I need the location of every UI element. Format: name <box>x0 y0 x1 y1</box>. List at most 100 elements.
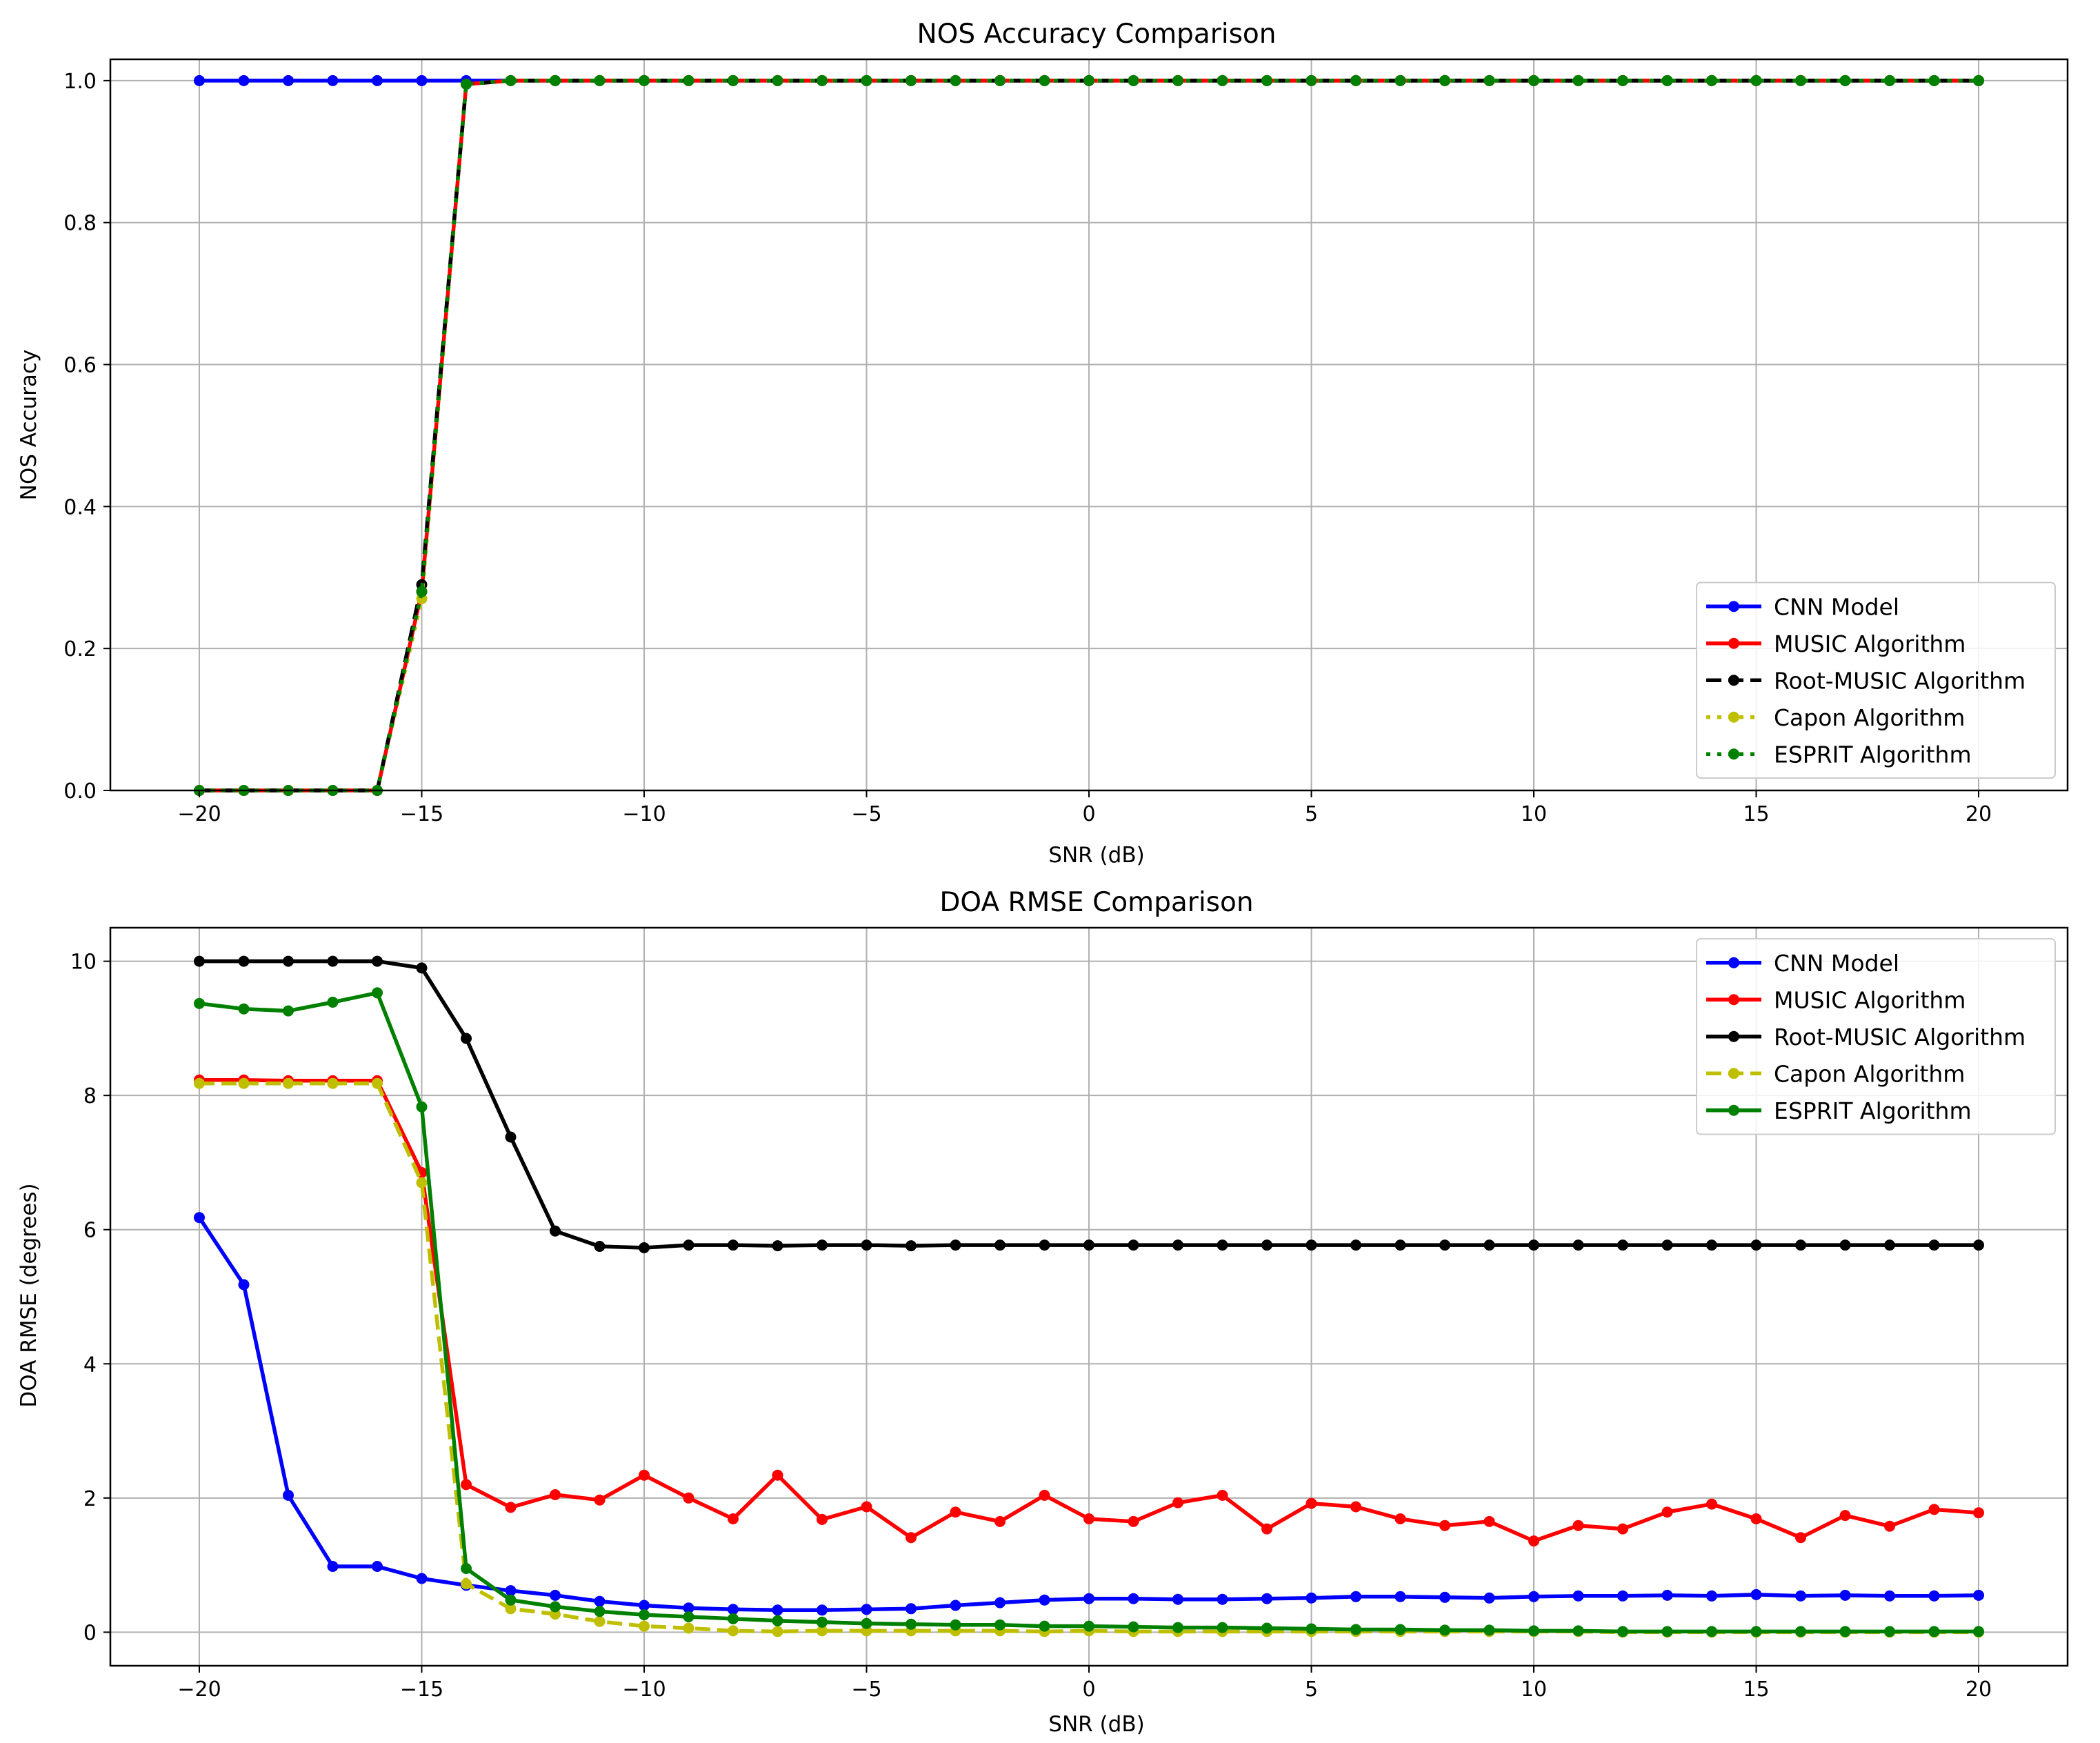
data-point <box>1661 1239 1673 1251</box>
data-point <box>817 1604 828 1616</box>
data-point <box>817 1239 828 1251</box>
data-point <box>1128 1621 1139 1633</box>
data-point <box>683 1602 694 1614</box>
data-point <box>639 1620 650 1632</box>
data-point <box>1661 74 1673 86</box>
data-point <box>1439 1239 1450 1251</box>
data-point <box>728 1625 739 1637</box>
data-point <box>327 74 339 86</box>
data-point <box>1617 1239 1628 1251</box>
data-point <box>594 1615 606 1627</box>
data-point <box>1483 74 1495 86</box>
data-point <box>1128 1515 1139 1527</box>
chart-title: DOA RMSE Comparison <box>939 887 1253 918</box>
x-tick-label: −15 <box>400 802 443 826</box>
data-point <box>1083 1593 1094 1604</box>
data-point <box>238 955 250 967</box>
data-point <box>772 1604 783 1616</box>
data-point <box>1572 1239 1584 1251</box>
data-point <box>861 1617 872 1629</box>
data-point <box>461 79 472 90</box>
data-point <box>1528 1625 1539 1637</box>
data-point <box>683 1611 694 1622</box>
data-point <box>416 962 428 974</box>
x-tick-label: 20 <box>1966 1677 1992 1702</box>
y-tick-label: 10 <box>70 950 97 975</box>
data-point <box>1973 1239 1984 1251</box>
data-point <box>594 1494 606 1506</box>
data-point <box>1483 1624 1495 1636</box>
data-point <box>238 1279 250 1291</box>
data-point <box>1261 74 1272 86</box>
data-point <box>550 1225 561 1237</box>
data-point <box>683 1492 694 1504</box>
x-tick-label: 15 <box>1743 1677 1769 1702</box>
legend-label: CNN Model <box>1774 950 1899 977</box>
data-point <box>817 1616 828 1628</box>
data-point <box>1394 1513 1406 1524</box>
data-point <box>1928 74 1940 86</box>
legend-label: Capon Algorithm <box>1774 1060 1965 1087</box>
data-point <box>683 74 694 86</box>
data-point <box>1039 1620 1050 1632</box>
data-point <box>1795 1626 1806 1637</box>
data-point <box>950 1239 961 1251</box>
data-point <box>1528 1239 1539 1251</box>
data-point <box>1884 1520 1895 1532</box>
data-point <box>1039 1489 1050 1501</box>
data-point <box>461 1578 472 1590</box>
data-point <box>372 955 383 967</box>
data-point <box>1306 1623 1317 1635</box>
legend: CNN Model MUSIC Algorithm Root-MUSIC Algor… <box>1696 938 2056 1135</box>
data-point <box>1661 1626 1673 1637</box>
data-point <box>1973 1589 1984 1601</box>
data-point <box>1572 1625 1584 1637</box>
data-point <box>950 1506 961 1518</box>
data-point <box>1172 1622 1183 1633</box>
data-point <box>1750 1626 1762 1637</box>
data-point <box>1706 1239 1717 1251</box>
data-point <box>1128 74 1139 86</box>
data-point <box>283 74 294 86</box>
data-point <box>1439 1591 1450 1603</box>
data-point <box>1706 1498 1717 1510</box>
data-point <box>1306 1592 1317 1604</box>
data-point <box>1083 1239 1094 1251</box>
data-point <box>1394 74 1406 86</box>
data-point <box>238 1077 250 1089</box>
data-point <box>550 74 561 86</box>
data-point <box>994 1239 1006 1251</box>
data-point <box>1617 1590 1628 1602</box>
data-point <box>594 74 606 86</box>
data-point <box>1483 1515 1495 1527</box>
data-point <box>505 1502 517 1513</box>
y-tick-label: 4 <box>83 1353 97 1377</box>
legend-marker <box>1728 1068 1739 1079</box>
data-point <box>1884 1590 1895 1602</box>
data-point <box>1795 1590 1806 1602</box>
data-point <box>639 1609 650 1621</box>
data-point <box>505 1594 517 1606</box>
data-point <box>1172 1239 1183 1251</box>
data-point <box>950 1600 961 1611</box>
data-point <box>1973 74 1984 86</box>
data-point <box>728 1613 739 1624</box>
data-point <box>994 1619 1006 1631</box>
data-point <box>194 1077 205 1089</box>
data-point <box>1128 1593 1139 1604</box>
data-point <box>1928 1504 1940 1515</box>
data-point <box>1706 74 1717 86</box>
data-point <box>1483 1592 1495 1604</box>
x-tick-label: −20 <box>177 802 221 826</box>
data-point <box>505 1131 517 1143</box>
data-point <box>906 1240 917 1252</box>
x-tick-label: 10 <box>1521 802 1547 826</box>
y-tick-label: 0.8 <box>63 212 97 236</box>
data-point <box>639 1469 650 1481</box>
data-point <box>1172 74 1183 86</box>
data-point <box>772 1615 783 1626</box>
legend-marker <box>1728 601 1739 612</box>
x-tick-label: 20 <box>1966 802 1992 826</box>
y-tick-label: 0.4 <box>63 495 97 519</box>
data-point <box>1617 74 1628 86</box>
